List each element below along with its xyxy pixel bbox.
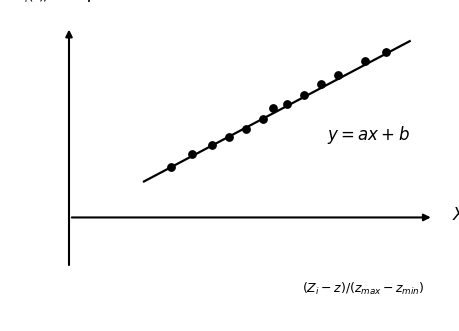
Point (361, 58, 368, 64)
Point (208, 143, 215, 148)
Point (381, 49, 389, 55)
Text: $X$: $X$ (451, 206, 459, 224)
Point (188, 152, 195, 157)
Point (225, 134, 232, 139)
Point (317, 82, 324, 87)
Point (167, 165, 174, 170)
Point (259, 116, 266, 121)
Point (283, 102, 290, 107)
Point (242, 127, 249, 132)
Point (269, 105, 276, 110)
Text: $Y$: $Y$ (84, 0, 97, 6)
Text: $y=ax+b$: $y=ax+b$ (326, 124, 409, 146)
Point (334, 73, 341, 78)
Text: $(Z_i-z)/(z_{max}-z_{min})$: $(Z_i-z)/(z_{max}-z_{min})$ (302, 281, 424, 298)
Point (300, 92, 307, 98)
Text: $dY_i(t)/dt$: $dY_i(t)/dt$ (7, 0, 65, 5)
